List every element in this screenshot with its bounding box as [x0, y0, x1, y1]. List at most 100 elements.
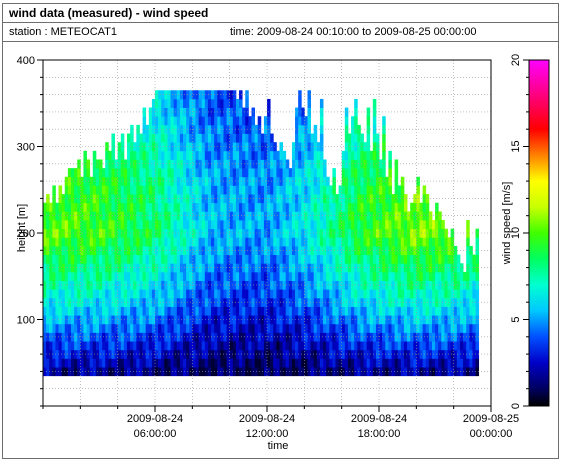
- heatmap-cell: [198, 107, 203, 117]
- heatmap-cell: [186, 150, 190, 160]
- heatmap-cell: [319, 245, 324, 256]
- heatmap-cell: [388, 185, 392, 195]
- heatmap-cell: [372, 133, 377, 143]
- heatmap-cell: [130, 133, 134, 143]
- heatmap-cell: [217, 349, 221, 359]
- colorbar-tick-label: 15: [510, 140, 522, 152]
- heatmap-cell: [466, 228, 470, 238]
- heatmap-cell: [369, 150, 374, 160]
- heatmap-cell: [441, 297, 445, 307]
- heatmap-cell: [385, 367, 389, 377]
- heatmap-cell: [145, 185, 150, 195]
- heatmap-cell: [285, 168, 290, 178]
- heatmap-cell: [273, 263, 277, 273]
- heatmap-cell: [326, 280, 330, 290]
- heatmap-cell: [257, 341, 262, 351]
- heatmap-cell: [316, 254, 321, 264]
- heatmap-cell: [301, 315, 305, 325]
- heatmap-cell: [211, 315, 215, 325]
- heatmap-cell: [198, 237, 203, 247]
- heatmap-cell: [242, 176, 246, 186]
- heatmap-cell: [130, 315, 134, 325]
- heatmap-cell: [369, 211, 374, 221]
- heatmap-cell: [285, 159, 290, 169]
- heatmap-cell: [83, 168, 87, 178]
- heatmap-cell: [425, 254, 430, 264]
- heatmap-cell: [223, 280, 227, 290]
- heatmap-cell: [130, 297, 134, 307]
- heatmap-cell: [223, 263, 227, 273]
- heatmap-cell: [58, 211, 63, 221]
- heatmap-cell: [123, 358, 128, 368]
- heatmap-cell: [220, 220, 224, 230]
- heatmap-cell: [351, 341, 355, 351]
- heatmap-cell: [431, 358, 436, 368]
- heatmap-cell: [111, 176, 115, 186]
- heatmap-cell: [58, 315, 63, 325]
- heatmap-cell: [223, 306, 227, 316]
- heatmap-cell: [382, 289, 386, 299]
- heatmap-cell: [130, 202, 134, 212]
- heatmap-cell: [419, 289, 424, 299]
- heatmap-cell: [67, 176, 72, 186]
- heatmap-cell: [248, 185, 252, 195]
- heatmap-cell: [425, 323, 430, 333]
- heatmap-cell: [341, 254, 346, 264]
- heatmap-cell: [397, 245, 402, 256]
- heatmap-cell: [388, 367, 392, 377]
- heatmap-cell: [397, 211, 402, 221]
- heatmap-cell: [167, 133, 171, 143]
- heatmap-cell: [375, 133, 380, 143]
- heatmap-cell: [64, 220, 69, 230]
- heatmap-cell: [108, 341, 112, 351]
- heatmap-cell: [410, 237, 414, 247]
- heatmap-cell: [235, 341, 240, 351]
- heatmap-cell: [173, 133, 178, 143]
- heatmap-cell: [158, 263, 162, 273]
- heatmap-cell: [102, 237, 106, 247]
- heatmap-cell: [239, 107, 243, 117]
- heatmap-cell: [148, 237, 153, 247]
- heatmap-cell: [248, 116, 252, 126]
- heatmap-cell: [435, 323, 439, 333]
- heatmap-cell: [347, 237, 352, 247]
- heatmap-cell: [354, 133, 358, 143]
- heatmap-cell: [217, 280, 221, 290]
- heatmap-cell: [142, 168, 147, 178]
- heatmap-cell: [195, 90, 199, 100]
- heatmap-cell: [102, 323, 106, 333]
- heatmap-cell: [379, 271, 383, 281]
- heatmap-cell: [407, 349, 411, 359]
- heatmap-cell: [304, 315, 308, 325]
- heatmap-cell: [388, 349, 392, 359]
- heatmap-cell: [245, 168, 249, 178]
- heatmap-cell: [211, 349, 215, 359]
- heatmap-cell: [83, 341, 87, 351]
- heatmap-cell: [235, 323, 240, 333]
- heatmap-cell: [354, 116, 358, 126]
- heatmap-cell: [276, 349, 280, 359]
- heatmap-cell: [235, 220, 240, 230]
- heatmap-cell: [282, 202, 287, 212]
- heatmap-cell: [382, 271, 386, 281]
- heatmap-cell: [319, 107, 324, 117]
- heatmap-cell: [170, 168, 175, 178]
- heatmap-cell: [127, 367, 131, 377]
- heatmap-cell: [285, 211, 290, 221]
- heatmap-cell: [145, 315, 150, 325]
- heatmap-cell: [441, 315, 445, 325]
- heatmap-cell: [201, 220, 206, 230]
- heatmap-cell: [301, 159, 305, 169]
- heatmap-cell: [61, 194, 66, 204]
- heatmap-cell: [357, 237, 361, 247]
- heatmap-cell: [354, 185, 358, 195]
- heatmap-cell: [307, 142, 312, 152]
- heatmap-cell: [99, 168, 103, 178]
- heatmap-cell: [369, 185, 374, 195]
- heatmap-cell: [273, 367, 277, 377]
- heatmap-cell: [52, 332, 56, 342]
- heatmap-cell: [403, 194, 408, 204]
- heatmap-cell: [195, 220, 199, 230]
- heatmap-cell: [189, 211, 193, 221]
- heatmap-cell: [155, 367, 159, 377]
